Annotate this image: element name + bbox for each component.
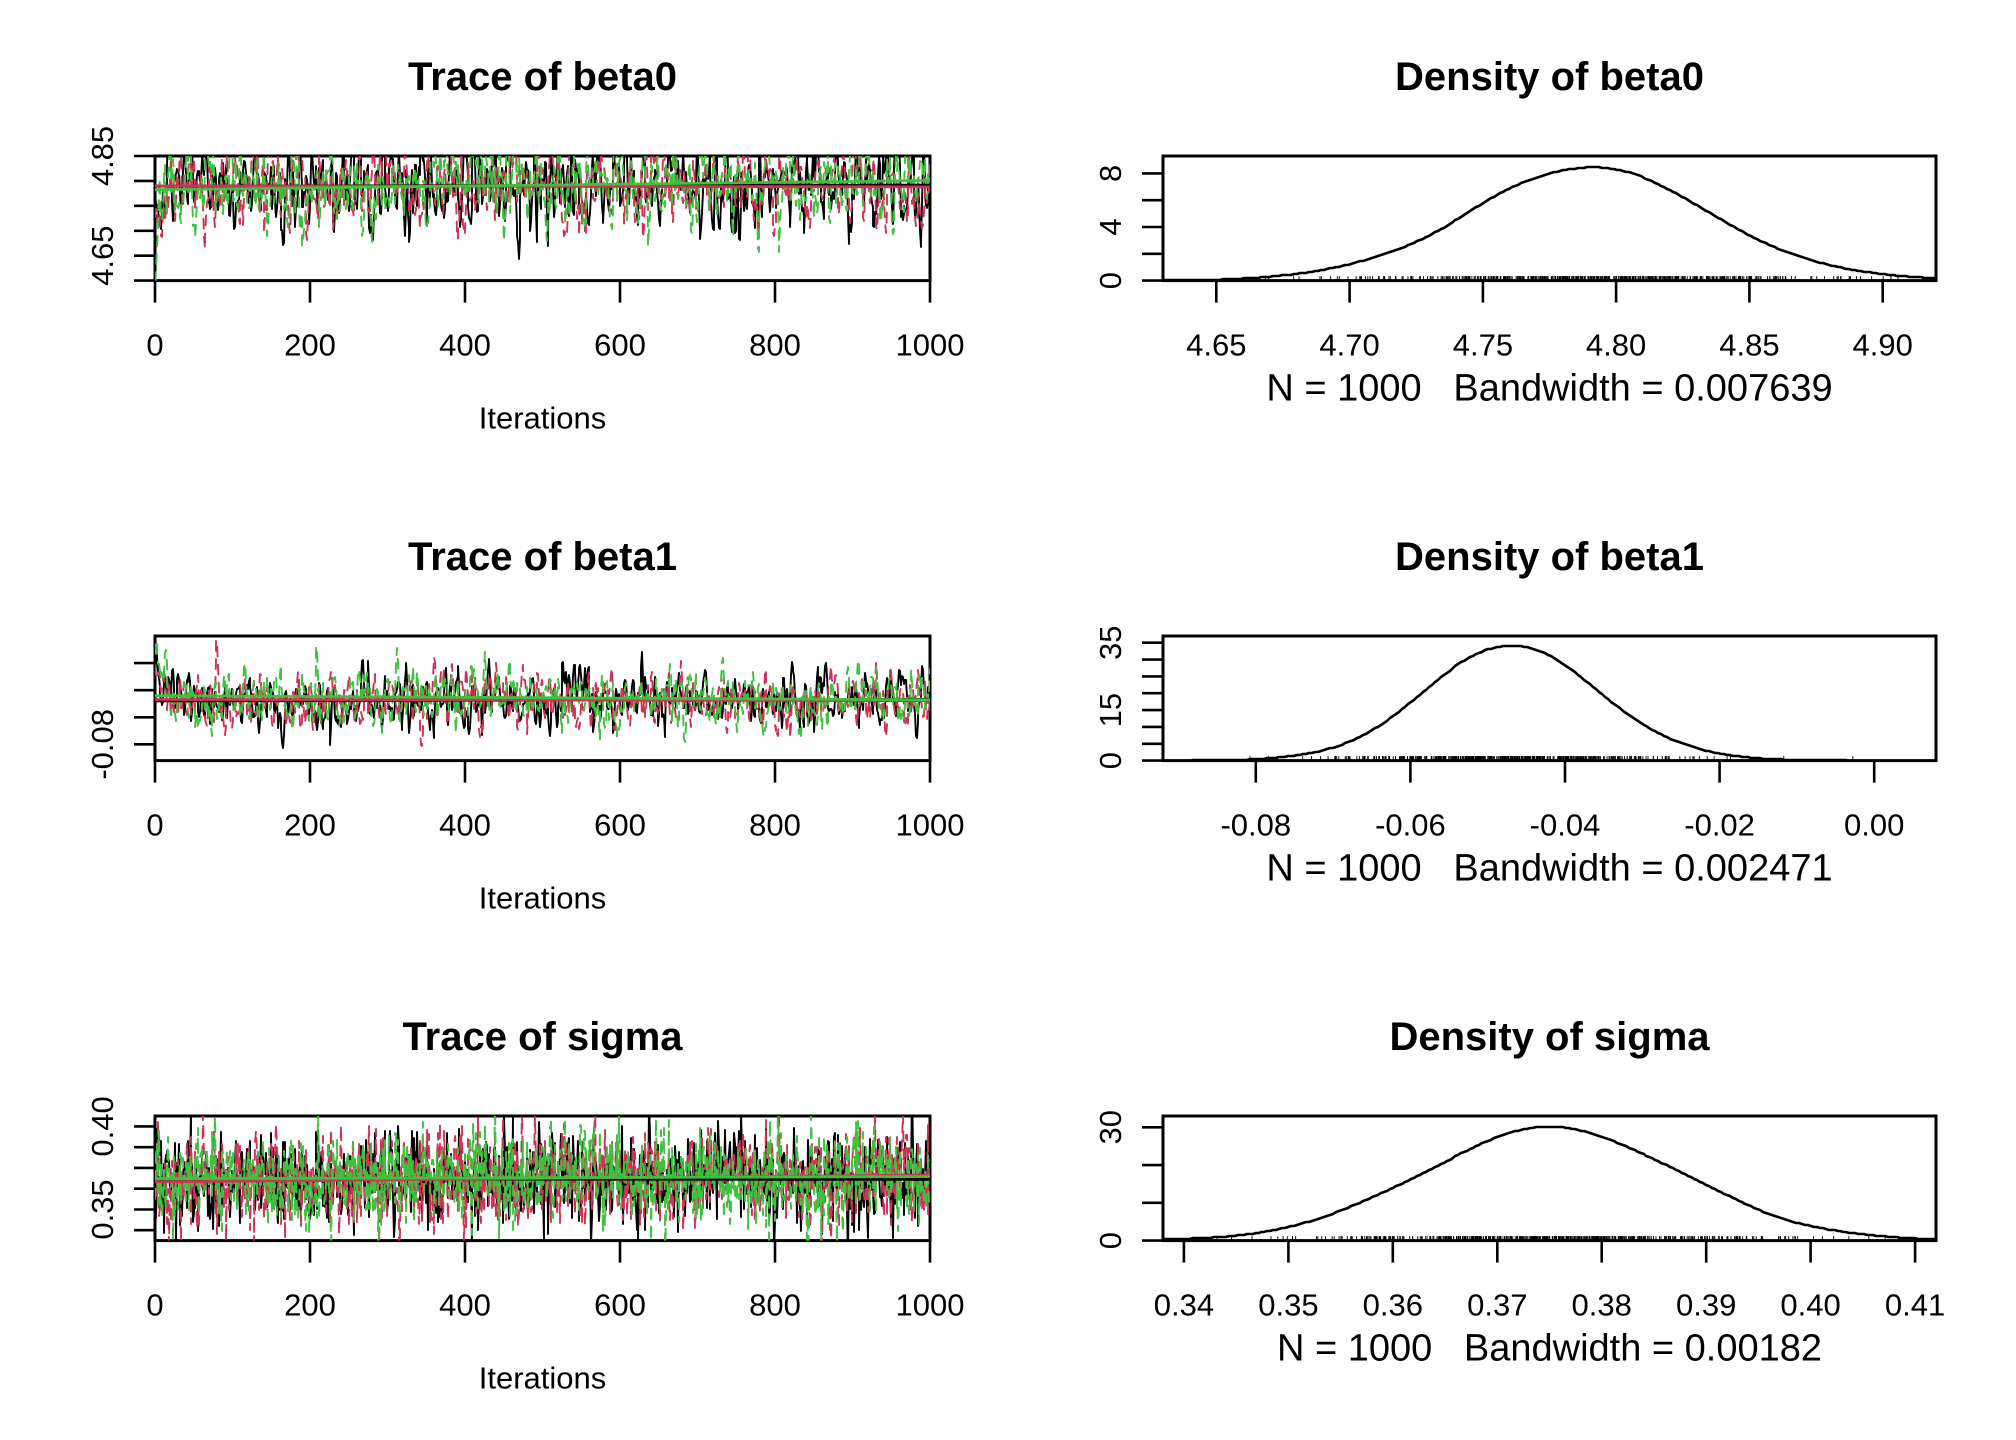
svg-text:4.70: 4.70 (1319, 328, 1379, 363)
svg-text:800: 800 (749, 808, 801, 843)
svg-text:Iterations: Iterations (479, 1361, 607, 1396)
svg-text:8: 8 (1093, 165, 1128, 182)
svg-text:0.35: 0.35 (85, 1179, 120, 1239)
svg-text:200: 200 (284, 808, 336, 843)
svg-text:4.75: 4.75 (1453, 328, 1513, 363)
svg-text:0.38: 0.38 (1572, 1288, 1632, 1323)
svg-text:Density of beta0: Density of beta0 (1395, 55, 1704, 99)
svg-text:35: 35 (1093, 625, 1128, 659)
svg-text:0.36: 0.36 (1363, 1288, 1423, 1323)
svg-text:0: 0 (1093, 752, 1128, 769)
svg-text:0.40: 0.40 (1780, 1288, 1840, 1323)
svg-text:Density of beta1: Density of beta1 (1395, 535, 1704, 579)
svg-text:0: 0 (146, 1288, 163, 1323)
svg-text:0: 0 (146, 808, 163, 843)
svg-text:1000: 1000 (896, 1288, 965, 1323)
svg-text:4: 4 (1093, 218, 1128, 235)
svg-text:1000: 1000 (896, 328, 965, 363)
svg-text:0.39: 0.39 (1676, 1288, 1736, 1323)
svg-text:Iterations: Iterations (479, 401, 607, 436)
svg-text:200: 200 (284, 1288, 336, 1323)
svg-text:Trace of beta1: Trace of beta1 (408, 535, 677, 579)
svg-text:-0.08: -0.08 (85, 709, 120, 780)
svg-text:Iterations: Iterations (479, 881, 607, 916)
svg-text:1000: 1000 (896, 808, 965, 843)
svg-text:Trace of beta0: Trace of beta0 (408, 55, 677, 99)
svg-text:400: 400 (439, 328, 491, 363)
svg-text:-0.02: -0.02 (1684, 808, 1755, 843)
svg-text:4.90: 4.90 (1853, 328, 1913, 363)
svg-text:N = 1000 Bandwidth = 0.00247: N = 1000 Bandwidth = 0.002471 (1266, 848, 1832, 890)
svg-text:4.80: 4.80 (1586, 328, 1646, 363)
svg-text:400: 400 (439, 1288, 491, 1323)
svg-text:15: 15 (1093, 693, 1128, 727)
svg-text:0: 0 (1093, 272, 1128, 289)
svg-text:4.85: 4.85 (1719, 328, 1779, 363)
svg-text:800: 800 (749, 328, 801, 363)
svg-text:0.41: 0.41 (1885, 1288, 1945, 1323)
svg-text:0.00: 0.00 (1844, 808, 1904, 843)
svg-text:600: 600 (594, 328, 646, 363)
svg-text:0.35: 0.35 (1258, 1288, 1318, 1323)
svg-text:0: 0 (1093, 1232, 1128, 1249)
svg-text:600: 600 (594, 1288, 646, 1323)
svg-text:0.34: 0.34 (1154, 1288, 1214, 1323)
svg-text:N = 1000 Bandwidth = 0.00182: N = 1000 Bandwidth = 0.00182 (1277, 1328, 1822, 1370)
svg-text:4.65: 4.65 (85, 226, 120, 286)
svg-text:-0.06: -0.06 (1375, 808, 1446, 843)
svg-text:800: 800 (749, 1288, 801, 1323)
svg-text:0.40: 0.40 (85, 1096, 120, 1156)
svg-text:0: 0 (146, 328, 163, 363)
svg-text:400: 400 (439, 808, 491, 843)
svg-text:Trace of sigma: Trace of sigma (402, 1015, 683, 1059)
svg-text:Density of sigma: Density of sigma (1389, 1015, 1710, 1059)
svg-text:N = 1000 Bandwidth = 0.00763: N = 1000 Bandwidth = 0.007639 (1266, 368, 1832, 410)
svg-text:600: 600 (594, 808, 646, 843)
svg-text:-0.08: -0.08 (1220, 808, 1291, 843)
svg-text:4.85: 4.85 (85, 126, 120, 186)
svg-text:0.37: 0.37 (1467, 1288, 1527, 1323)
svg-text:200: 200 (284, 328, 336, 363)
svg-text:30: 30 (1093, 1110, 1128, 1144)
svg-text:-0.04: -0.04 (1530, 808, 1601, 843)
svg-text:4.65: 4.65 (1186, 328, 1246, 363)
